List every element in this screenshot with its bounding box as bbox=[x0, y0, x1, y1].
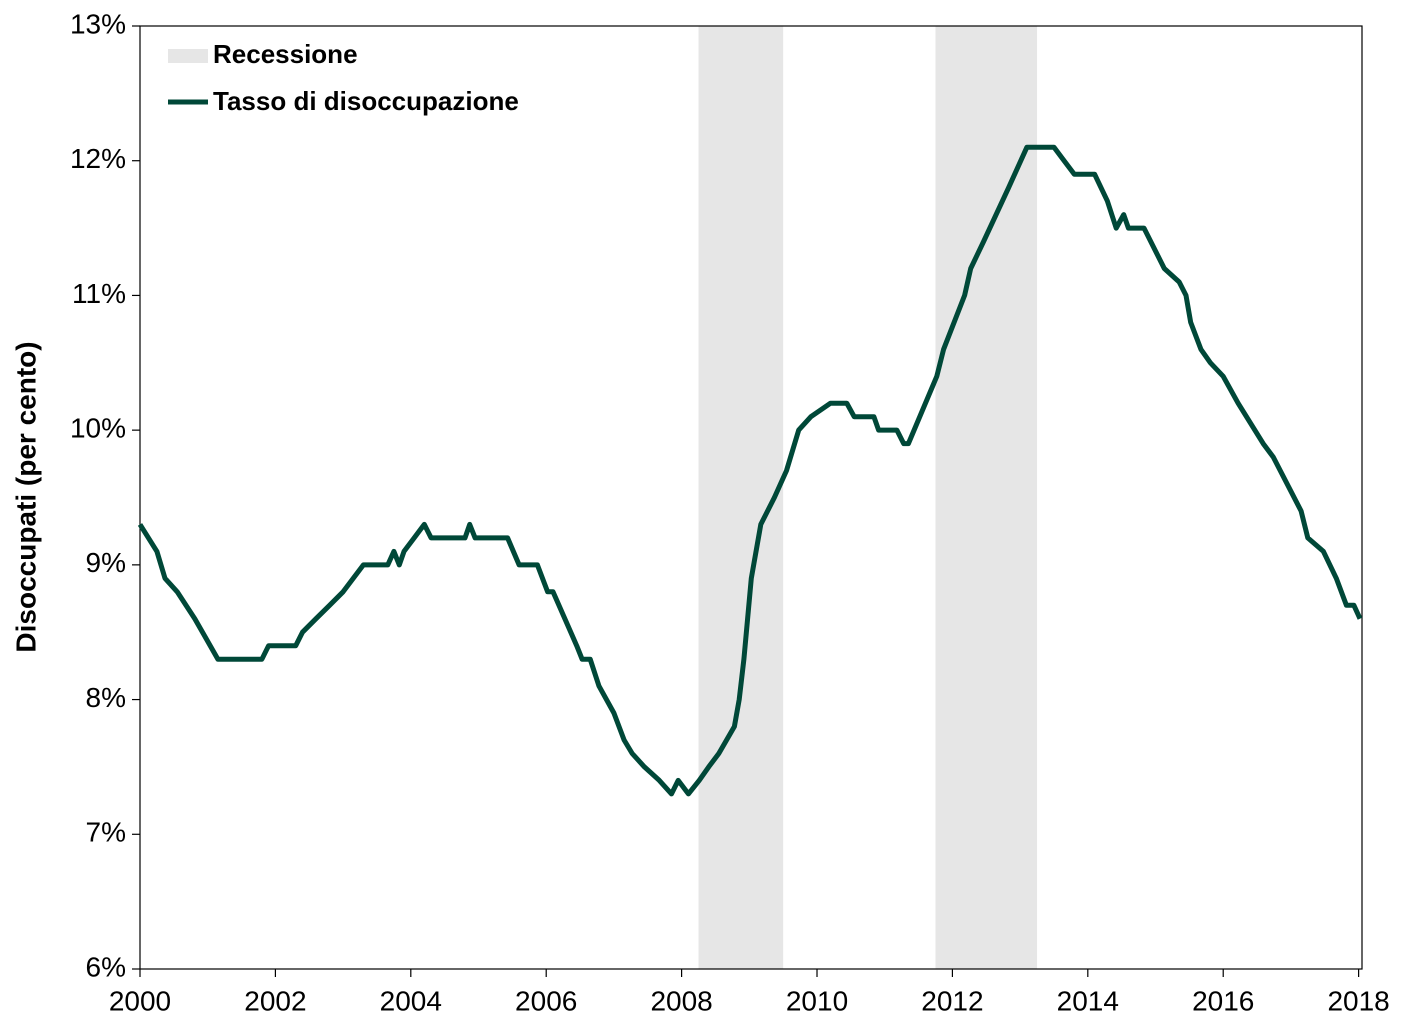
x-tick-label: 2000 bbox=[109, 985, 171, 1016]
y-tick-label: 7% bbox=[86, 817, 126, 848]
y-tick-label: 6% bbox=[86, 951, 126, 982]
x-tick-label: 2012 bbox=[921, 985, 983, 1016]
x-tick-label: 2018 bbox=[1327, 985, 1389, 1016]
y-axis-label: Disoccupati (per cento) bbox=[10, 341, 41, 652]
x-tick-label: 2016 bbox=[1192, 985, 1254, 1016]
series-line bbox=[137, 144, 1363, 797]
legend-label: Recessione bbox=[213, 39, 358, 69]
recession-band bbox=[935, 26, 1038, 969]
x-tick-label: 2010 bbox=[786, 985, 848, 1016]
recession-band bbox=[698, 26, 784, 969]
y-tick-label: 9% bbox=[86, 547, 126, 578]
y-tick-label: 13% bbox=[70, 8, 126, 39]
legend-label: Tasso di disoccupazione bbox=[213, 86, 519, 116]
y-tick-label: 8% bbox=[86, 682, 126, 713]
legend-swatch bbox=[168, 49, 208, 63]
x-tick-label: 2008 bbox=[650, 985, 712, 1016]
x-tick-label: 2004 bbox=[380, 985, 442, 1016]
x-tick-label: 2014 bbox=[1057, 985, 1119, 1016]
y-tick-label: 11% bbox=[72, 278, 126, 309]
y-tick-label: 10% bbox=[70, 413, 126, 444]
plot-frame bbox=[139, 25, 1363, 970]
y-tick-label: 12% bbox=[70, 143, 126, 174]
x-tick-label: 2006 bbox=[515, 985, 577, 1016]
x-tick-label: 2002 bbox=[244, 985, 306, 1016]
